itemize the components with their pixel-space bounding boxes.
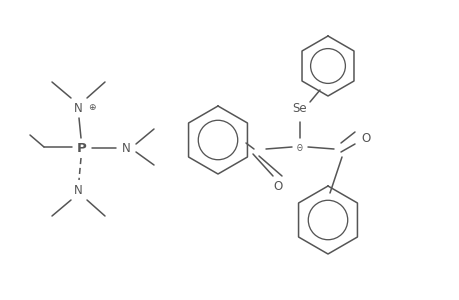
Text: N: N bbox=[73, 101, 82, 115]
Text: ⊕: ⊕ bbox=[88, 103, 95, 112]
Text: P: P bbox=[77, 142, 87, 154]
Text: Θ: Θ bbox=[297, 143, 302, 152]
Text: Se: Se bbox=[292, 101, 307, 115]
Text: O: O bbox=[273, 179, 282, 193]
Text: O: O bbox=[361, 131, 370, 145]
Text: N: N bbox=[121, 142, 130, 154]
Text: N: N bbox=[73, 184, 82, 196]
